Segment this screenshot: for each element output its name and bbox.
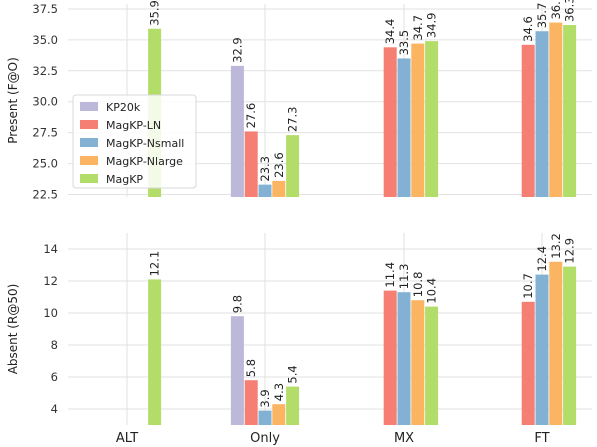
bar-magkp-nlarge-only xyxy=(272,404,286,425)
y-tick-label: 30.0 xyxy=(32,95,58,109)
bar-magkp-ln-ft xyxy=(521,44,535,198)
legend-swatch xyxy=(80,138,98,147)
y-tick-label: 32.5 xyxy=(32,64,58,78)
data-label: 5.8 xyxy=(244,359,258,377)
legend-entry: MagKP xyxy=(106,173,143,186)
legend-entry: MagKP-LN xyxy=(106,119,161,132)
bar-magkp-nlarge-mx xyxy=(411,300,425,425)
data-label: 23.3 xyxy=(258,156,272,182)
y-tick-label: 27.5 xyxy=(32,126,58,140)
bar-magkp-alt xyxy=(148,279,162,425)
x-tick-label: MX xyxy=(394,431,414,446)
data-label: 23.6 xyxy=(272,152,286,178)
bar-magkp-nlarge-only xyxy=(272,180,286,197)
data-label: 3.9 xyxy=(258,389,272,407)
data-label: 35.9 xyxy=(148,0,162,26)
data-label: 5.4 xyxy=(286,365,300,383)
data-label: 34.4 xyxy=(383,19,397,45)
bar-magkp-nsmall-only xyxy=(258,184,272,197)
x-tick-label: ALT xyxy=(116,431,138,446)
bar-magkp-nlarge-ft xyxy=(549,261,563,425)
data-label: 10.4 xyxy=(425,278,439,304)
legend-box xyxy=(72,94,197,189)
legend: KP20k MagKP-LN MagKP-Nsmall MagKP-Nlarge Mag… xyxy=(72,94,197,189)
bar-kp20k-only xyxy=(230,316,244,425)
data-label: 13.2 xyxy=(549,233,563,259)
panel-absent: 4 6 8 10 12 14 Absent (R@50) 9.8 5.8 11.4 10.7 3.9 1… xyxy=(6,233,592,446)
y-tick-label: 6 xyxy=(51,370,58,384)
bar-magkp-nsmall-only xyxy=(258,410,272,425)
legend-entry: MagKP-Nsmall xyxy=(106,137,184,150)
bar-magkp-ln-mx xyxy=(383,290,397,425)
bar-magkp-ln-only xyxy=(244,380,258,425)
data-label: 12.1 xyxy=(148,251,162,277)
data-label: 12.9 xyxy=(563,238,577,264)
bar-magkp-mx xyxy=(425,41,439,197)
legend-swatch xyxy=(80,102,98,111)
bar-magkp-ln-mx xyxy=(383,47,397,197)
bar-magkp-ln-only xyxy=(244,131,258,197)
y-tick-label: 12 xyxy=(43,274,58,288)
data-label: 32.9 xyxy=(230,37,244,63)
data-label: 9.8 xyxy=(230,295,244,313)
bar-magkp-nlarge-mx xyxy=(411,43,425,197)
x-tick-label: Only xyxy=(250,431,280,446)
data-label: 34.7 xyxy=(411,15,425,41)
legend-entry: MagKP-Nlarge xyxy=(106,155,183,168)
x-tick-label: FT xyxy=(534,431,549,446)
y-tick-label: 22.5 xyxy=(32,188,58,202)
data-label: 27.3 xyxy=(286,107,300,133)
bar-magkp-nsmall-ft xyxy=(535,274,549,425)
y-tick-label: 25.0 xyxy=(32,157,58,171)
data-label: 34.6 xyxy=(521,16,535,42)
y-tick-label: 10 xyxy=(43,306,58,320)
legend-swatch xyxy=(80,174,98,183)
data-label: 11.3 xyxy=(397,264,411,290)
y-tick-label: 35.0 xyxy=(32,33,58,47)
y-tick-label: 4 xyxy=(51,402,58,416)
data-label: 11.4 xyxy=(383,262,397,288)
y-tick-label: 14 xyxy=(43,242,58,256)
data-label: 35.7 xyxy=(535,3,549,29)
data-label: 36.3 xyxy=(563,0,577,22)
bar-magkp-ft xyxy=(563,25,577,198)
y-axis-label: Absent (R@50) xyxy=(6,284,20,375)
data-label: 10.8 xyxy=(411,272,425,298)
y-tick-label: 37.5 xyxy=(32,2,58,16)
data-label: 33.5 xyxy=(397,30,411,56)
legend-entry: KP20k xyxy=(106,101,141,114)
data-label: 36. xyxy=(549,1,563,19)
bar-magkp-ft xyxy=(563,266,577,425)
bar-magkp-only xyxy=(286,386,300,425)
y-tick-label: 8 xyxy=(51,338,58,352)
bar-magkp-nsmall-mx xyxy=(397,58,411,197)
y-axis-label: Present (F@O) xyxy=(6,57,20,144)
data-label: 12.4 xyxy=(535,246,549,272)
data-label: 10.7 xyxy=(521,273,535,299)
bar-magkp-nsmall-ft xyxy=(535,31,549,197)
bar-magkp-mx xyxy=(425,306,439,425)
legend-swatch xyxy=(80,120,98,129)
data-label: 34.9 xyxy=(425,13,439,39)
bar-magkp-nsmall-mx xyxy=(397,292,411,425)
data-label: 4.3 xyxy=(272,383,286,401)
data-label: 27.6 xyxy=(244,103,258,129)
bar-kp20k-only xyxy=(230,65,244,197)
panel-present: 22.5 25.0 27.5 30.0 32.5 35.0 37.5 Present (F@O… xyxy=(6,0,592,202)
bar-magkp-nlarge-ft xyxy=(549,22,563,197)
bar-magkp-ln-ft xyxy=(521,301,535,425)
bar-magkp-only xyxy=(286,135,300,197)
legend-swatch xyxy=(80,156,98,165)
